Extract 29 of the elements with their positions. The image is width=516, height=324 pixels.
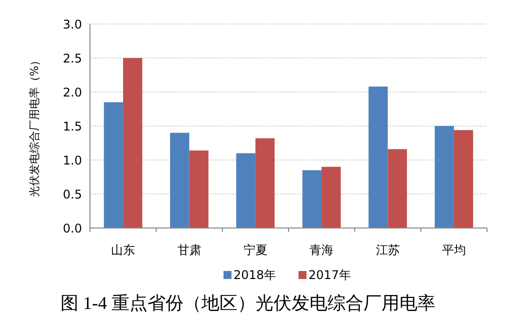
- y-tick-label: 2.0: [62, 86, 82, 100]
- x-tick-label: 宁夏: [243, 243, 268, 257]
- y-axis-title: 光伏发电综合厂用电率（%）: [28, 54, 41, 198]
- y-tick-label: 2.5: [62, 52, 82, 66]
- y-tick-label: 1.5: [62, 120, 82, 134]
- x-tick-label: 青海: [310, 243, 334, 257]
- bar: [302, 170, 322, 228]
- x-tick-label: 平均: [442, 243, 466, 257]
- legend-label: 2017年: [308, 268, 352, 282]
- bar: [236, 153, 256, 228]
- bar: [170, 132, 190, 228]
- bar: [434, 126, 454, 228]
- bar: [189, 150, 208, 228]
- bar: [388, 149, 407, 228]
- y-tick-label: 3.0: [62, 18, 82, 32]
- bar: [322, 166, 341, 228]
- text: 图 1-4 重点省份（地区）光伏发电综合厂用电率: [60, 293, 436, 313]
- x-tick-label: 甘肃: [177, 243, 202, 257]
- x-tick-label: 江苏: [376, 243, 400, 257]
- bar: [255, 138, 275, 228]
- bar: [454, 130, 474, 228]
- bar: [104, 102, 124, 228]
- y-tick-label: 1.0: [62, 154, 82, 168]
- bar: [368, 86, 388, 228]
- x-tick-label: 山东: [111, 243, 136, 257]
- y-tick-label: 0.5: [62, 188, 82, 202]
- legend-label: 2018年: [234, 268, 276, 282]
- bar: [123, 58, 142, 228]
- y-tick-label: 0.0: [62, 222, 82, 236]
